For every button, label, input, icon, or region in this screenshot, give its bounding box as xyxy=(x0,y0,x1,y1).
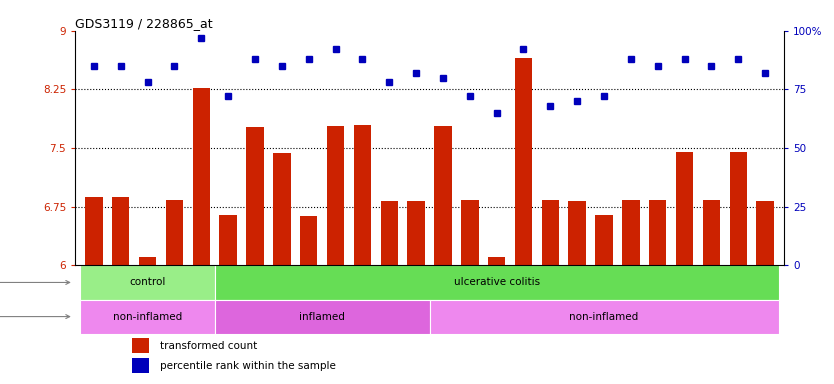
Bar xyxy=(246,127,264,265)
Bar xyxy=(85,197,103,265)
Bar xyxy=(676,152,693,265)
Bar xyxy=(219,215,237,265)
Text: GDS3119 / 228865_at: GDS3119 / 228865_at xyxy=(75,17,213,30)
Bar xyxy=(622,200,640,265)
Bar xyxy=(327,126,344,265)
Bar xyxy=(595,215,613,265)
Bar xyxy=(649,200,666,265)
Bar xyxy=(354,125,371,265)
Bar xyxy=(80,300,214,334)
Bar xyxy=(407,201,425,265)
Text: control: control xyxy=(129,278,166,288)
Text: percentile rank within the sample: percentile rank within the sample xyxy=(160,361,336,371)
Text: transformed count: transformed count xyxy=(160,341,258,351)
Bar xyxy=(273,153,290,265)
Bar xyxy=(730,152,747,265)
Bar xyxy=(435,126,452,265)
Text: non-inflamed: non-inflamed xyxy=(113,311,182,321)
Bar xyxy=(430,300,779,334)
Bar xyxy=(214,265,779,300)
Bar xyxy=(166,200,183,265)
Text: specimen: specimen xyxy=(0,311,70,321)
Text: ulcerative colitis: ulcerative colitis xyxy=(454,278,540,288)
Bar xyxy=(138,257,156,265)
Bar xyxy=(461,200,479,265)
Bar xyxy=(132,358,149,373)
Bar xyxy=(515,58,532,265)
Bar xyxy=(112,197,129,265)
Bar xyxy=(80,265,214,300)
Bar xyxy=(132,338,149,353)
Bar xyxy=(214,300,430,334)
Bar xyxy=(569,201,586,265)
Text: inflamed: inflamed xyxy=(299,311,345,321)
Text: non-inflamed: non-inflamed xyxy=(570,311,639,321)
Text: disease state: disease state xyxy=(0,278,70,288)
Bar xyxy=(703,200,721,265)
Bar xyxy=(193,88,210,265)
Bar xyxy=(756,201,774,265)
Bar xyxy=(541,200,559,265)
Bar xyxy=(488,257,505,265)
Bar xyxy=(300,216,318,265)
Bar xyxy=(380,201,398,265)
